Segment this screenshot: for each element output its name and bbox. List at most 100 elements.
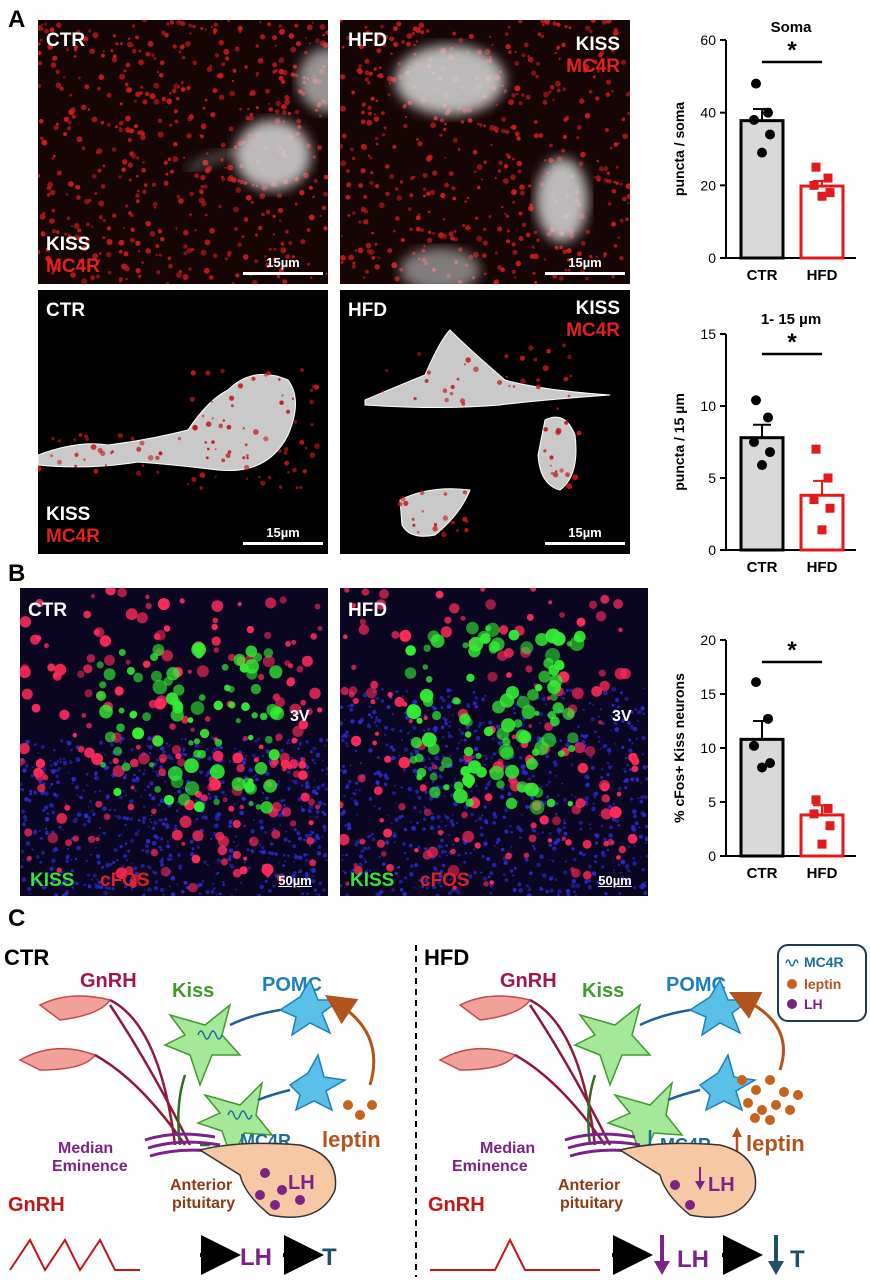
chart-title: Soma <box>771 19 813 36</box>
lh-icon <box>787 999 797 1009</box>
data-point <box>751 677 761 688</box>
y-tick-label: 20 <box>700 632 716 648</box>
region-label: 3V <box>612 708 632 725</box>
y-axis-label: puncta / 15 µm <box>671 393 687 491</box>
y-tick-label: 5 <box>708 470 716 486</box>
pituitary-label: pituitary <box>560 1195 623 1212</box>
data-point <box>763 412 773 423</box>
data-point <box>749 114 759 125</box>
data-point <box>757 147 767 158</box>
y-tick-label: 10 <box>700 398 716 414</box>
data-point <box>811 162 821 172</box>
data-point <box>765 447 775 458</box>
gnrh-label: GnRH <box>80 970 137 992</box>
significance-label: * <box>787 37 797 64</box>
marker-cfos-label: cFOS <box>100 870 150 891</box>
data-point <box>763 713 773 724</box>
panel-letter-c: C <box>8 905 26 932</box>
scale-bar: 15µm <box>545 525 625 545</box>
y-tick-label: 0 <box>708 848 716 864</box>
chart-soma: 0 20 40 60 puncta / soma Soma CTR HFD * <box>671 19 856 284</box>
reconstruction-a-ctr <box>38 367 320 490</box>
bar-hfd <box>799 813 845 858</box>
marker-kiss-label: KISS <box>46 504 91 525</box>
data-point <box>811 795 821 805</box>
data-point <box>757 460 767 471</box>
data-point <box>765 758 775 769</box>
condition-label: HFD <box>348 300 388 321</box>
bar-ctr <box>739 119 785 260</box>
y-tick-label: 0 <box>708 250 716 266</box>
condition-label: CTR <box>46 30 86 51</box>
data-point <box>825 188 835 198</box>
data-point <box>751 395 761 406</box>
marker-kiss-label: KISS <box>350 870 395 891</box>
x-tick-label: HFD <box>807 267 838 284</box>
significance-label: * <box>787 329 797 356</box>
micrograph-a-ctr-top: CTR KISS MC4R 15µm <box>38 20 328 284</box>
marker-kiss-label: KISS <box>46 234 91 255</box>
micrograph-a-ctr-bottom: CTR KISS MC4R 15µm <box>38 290 328 554</box>
condition-label: HFD <box>348 30 388 51</box>
kiss-neuron <box>195 1080 274 1163</box>
micrograph-b-ctr-image <box>20 588 328 896</box>
kiss-label: Kiss <box>172 980 214 1002</box>
scale-bar: 15µm <box>243 525 323 545</box>
lh-label: LH <box>708 1174 735 1196</box>
data-point <box>809 809 819 819</box>
data-point <box>749 740 759 751</box>
region-label: 3V <box>290 708 310 725</box>
micrograph-b-ctr: CTR 3V KISS cFOS 50µm <box>20 588 328 896</box>
data-point <box>751 78 761 89</box>
kiss-neuron <box>163 1002 242 1088</box>
y-tick-label: 5 <box>708 794 716 810</box>
data-point <box>809 180 819 190</box>
condition-label: HFD <box>348 600 388 621</box>
data-point <box>823 473 833 483</box>
marker-mc4r-label: MC4R <box>566 320 620 341</box>
data-point <box>749 437 759 447</box>
leptin-icon <box>787 979 797 989</box>
condition-label: CTR <box>28 600 68 621</box>
anterior-label: Anterior <box>558 1177 620 1194</box>
data-point <box>809 495 819 505</box>
marker-mc4r-label: MC4R <box>46 256 100 277</box>
out-lh-label: LH <box>240 1244 272 1271</box>
y-axis-label: % cFos+ Kiss neurons <box>671 673 687 823</box>
leptin-label: leptin <box>322 1127 381 1152</box>
panel-letter-a: A <box>8 6 26 33</box>
legend-leptin: leptin <box>804 976 841 992</box>
micrograph-a-ctr-top-image <box>38 20 328 284</box>
schematic-hfd-title: HFD <box>424 945 469 970</box>
gnrh-label: GnRH <box>500 970 557 992</box>
gnrh-pulse-label: GnRH <box>428 1194 485 1216</box>
data-point <box>765 129 775 140</box>
out-t-label: T <box>790 1246 805 1273</box>
marker-mc4r-label: MC4R <box>46 526 100 547</box>
schematic: CTR GnRH Kiss POMC leptin MC4R Median Em… <box>4 944 867 1277</box>
bar-ctr <box>739 436 785 552</box>
mc4r-icon <box>785 959 799 967</box>
median-label: Median <box>58 1140 113 1157</box>
chart-cfos: 0 5 10 15 20 % cFos+ Kiss neurons CTR HFD * <box>671 632 856 882</box>
scale-bar: 50µm <box>598 873 632 888</box>
y-tick-label: 40 <box>700 105 716 121</box>
y-tick-label: 60 <box>700 32 716 48</box>
anterior-label: Anterior <box>170 1177 232 1194</box>
data-point <box>825 503 835 513</box>
reconstruction-a-hfd <box>364 329 611 538</box>
condition-label: CTR <box>46 300 86 321</box>
pituitary-label: pituitary <box>172 1195 235 1212</box>
pomc-neuron <box>278 978 343 1037</box>
marker-mc4r-label: MC4R <box>566 56 620 77</box>
gnrh-neuron <box>18 1047 97 1071</box>
data-point <box>817 191 827 201</box>
eminence-label: Eminence <box>52 1158 128 1175</box>
data-point <box>763 107 773 118</box>
leptin-label: leptin <box>746 1131 805 1156</box>
schematic-ctr: CTR GnRH Kiss POMC leptin MC4R Median Em… <box>4 945 381 1275</box>
panel-letter-b: B <box>8 560 26 587</box>
gnrh-pulse-label: GnRH <box>8 1194 65 1216</box>
scale-bar: 15µm <box>545 255 625 275</box>
micrograph-a-hfd-bottom: HFD KISS MC4R 15µm <box>340 290 630 554</box>
